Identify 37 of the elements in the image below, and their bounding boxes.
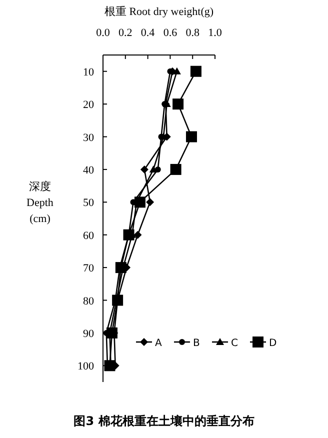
y-tick-label: 80	[83, 295, 94, 308]
x-tick-label: 0.6	[163, 27, 178, 39]
point	[134, 230, 142, 239]
x-tick-label: 0.2	[118, 27, 132, 39]
point	[146, 198, 154, 206]
x-tick-label: 0.0	[96, 27, 110, 39]
point	[170, 164, 182, 175]
y-tick-label: 90	[83, 328, 94, 340]
legend-label: A	[155, 338, 162, 349]
point	[140, 165, 148, 174]
legend-label: B	[193, 338, 200, 349]
y-tick-label: 60	[83, 230, 94, 242]
point	[104, 360, 116, 372]
legend-label: C	[231, 338, 238, 349]
x-tick-label: 1.0	[208, 27, 222, 39]
x-tick-label: 0.4	[140, 27, 156, 39]
y-tick-label: 20	[83, 99, 94, 112]
x-tick-label: 0.8	[186, 27, 200, 39]
x-axis-title: 根重 Root dry weight(g)	[104, 5, 214, 18]
y-tick-label: 70	[83, 262, 94, 275]
y-axis-title: 深度 Depth (cm)	[26, 180, 54, 225]
legend-label: D	[269, 338, 277, 349]
y-tick-label: 30	[83, 132, 94, 144]
y-tick-label: 100	[78, 360, 94, 373]
point	[172, 98, 184, 110]
y-tick-label: 10	[83, 66, 94, 78]
point	[186, 131, 197, 142]
point	[106, 327, 118, 338]
y-tick-label: 40	[83, 164, 94, 176]
point	[172, 67, 181, 74]
point	[162, 100, 171, 108]
text: 图3 棉花根重在土壤中的垂直分布	[74, 414, 254, 428]
point	[134, 196, 146, 208]
point	[149, 165, 158, 172]
point	[190, 66, 202, 77]
point	[115, 262, 126, 274]
y-tick-label: 50	[83, 197, 94, 210]
